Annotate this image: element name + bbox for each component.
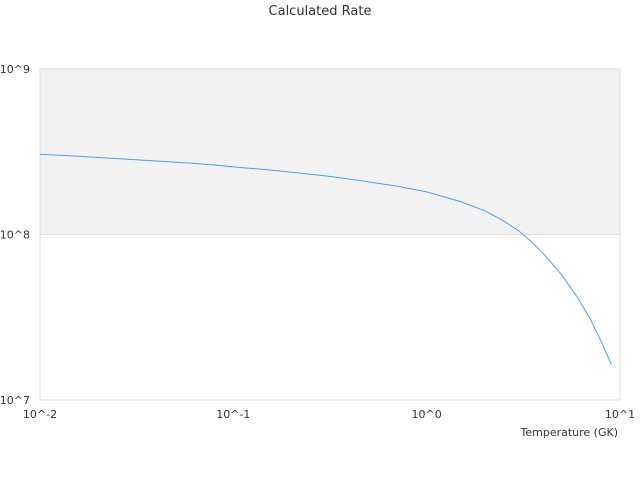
shaded-band [40, 69, 620, 235]
chart-title: Calculated Rate [268, 4, 372, 19]
y-tick-label: 10^7 [0, 394, 30, 407]
x-tick-label: 10^-1 [216, 408, 250, 421]
series-line [39, 153, 612, 365]
y-tick-label: 10^8 [0, 229, 30, 242]
x-tick-label: 10^1 [605, 408, 635, 421]
x-tick-label: 10^-2 [23, 408, 57, 421]
x-axis-label: Temperature (GK) [520, 426, 619, 439]
x-tick-label: 10^0 [412, 408, 442, 421]
plot-frame [39, 68, 621, 401]
y-tick-label: 10^9 [0, 63, 30, 76]
